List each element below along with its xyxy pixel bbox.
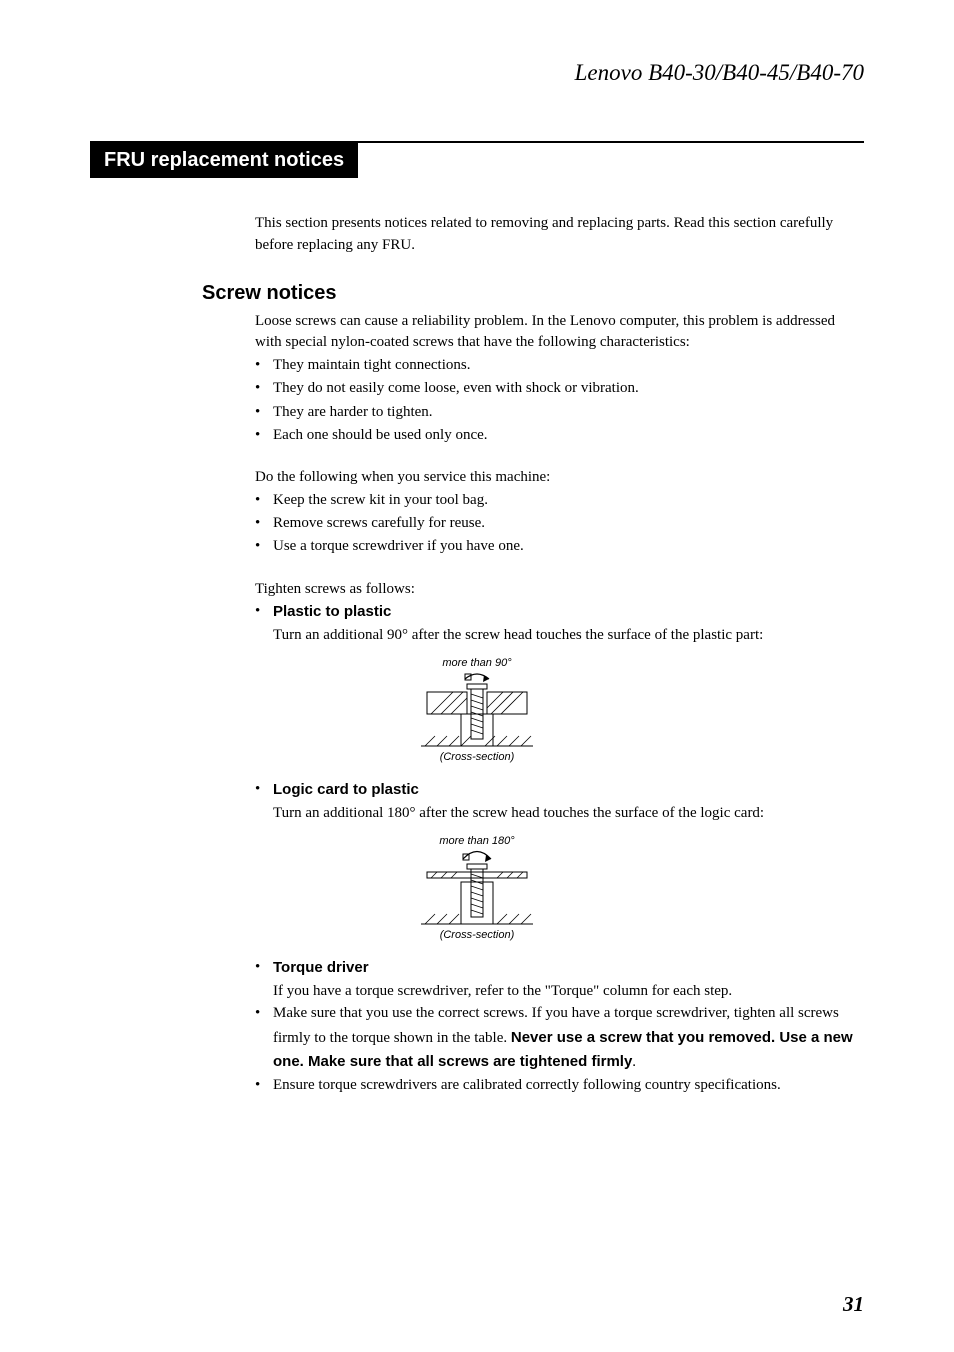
logic-diagram: more than 180° (Cross-section) bbox=[90, 832, 864, 952]
torque-list: Torque driver bbox=[255, 956, 864, 980]
list-item: Keep the screw kit in your tool bag. bbox=[255, 489, 864, 512]
diagram-label-top: more than 90° bbox=[442, 657, 512, 669]
diagram-label-top: more than 180° bbox=[439, 835, 515, 847]
service-list: Keep the screw kit in your tool bag. Rem… bbox=[255, 489, 864, 559]
characteristics-list: They maintain tight connections. They do… bbox=[255, 354, 864, 447]
list-item-torque: Torque driver bbox=[255, 956, 864, 980]
logic-text: Turn an additional 180° after the screw … bbox=[273, 803, 864, 825]
torque-text: If you have a torque screwdriver, refer … bbox=[273, 981, 864, 1003]
list-item-plastic: Plastic to plastic bbox=[255, 600, 864, 624]
list-item: Use a torque screwdriver if you have one… bbox=[255, 535, 864, 558]
list-item-final2: Ensure torque screwdrivers are calibrate… bbox=[255, 1074, 864, 1097]
list-item: They are harder to tighten. bbox=[255, 401, 864, 424]
section-heading: FRU replacement notices bbox=[90, 143, 358, 178]
document-header: Lenovo B40-30/B40-45/B40-70 bbox=[90, 60, 864, 86]
page-number: 31 bbox=[843, 1292, 864, 1317]
tighten-list: Plastic to plastic bbox=[255, 600, 864, 624]
list-item: Remove screws carefully for reuse. bbox=[255, 512, 864, 535]
list-item: Each one should be used only once. bbox=[255, 424, 864, 447]
final1-c: . bbox=[632, 1054, 636, 1070]
diagram-label-bottom: (Cross-section) bbox=[440, 751, 515, 763]
plastic-label: Plastic to plastic bbox=[273, 603, 391, 620]
torque-label: Torque driver bbox=[273, 959, 369, 976]
list-item: They do not easily come loose, even with… bbox=[255, 377, 864, 400]
section-intro: This section presents notices related to… bbox=[255, 213, 864, 257]
logic-label: Logic card to plastic bbox=[273, 781, 419, 798]
logic-list: Logic card to plastic bbox=[255, 778, 864, 802]
tighten-intro: Tighten screws as follows: bbox=[255, 579, 864, 601]
list-item-final1: Make sure that you use the correct screw… bbox=[255, 1002, 864, 1074]
plastic-diagram: more than 90° (Cross- bbox=[90, 654, 864, 774]
list-item-logic: Logic card to plastic bbox=[255, 778, 864, 802]
service-intro: Do the following when you service this m… bbox=[255, 467, 864, 489]
screw-intro: Loose screws can cause a reliability pro… bbox=[255, 311, 864, 355]
plastic-text: Turn an additional 90° after the screw h… bbox=[273, 625, 864, 647]
diagram-label-bottom: (Cross-section) bbox=[440, 929, 515, 941]
list-item: They maintain tight connections. bbox=[255, 354, 864, 377]
subheading-screw-notices: Screw notices bbox=[202, 282, 864, 305]
final-list: Make sure that you use the correct screw… bbox=[255, 1002, 864, 1097]
